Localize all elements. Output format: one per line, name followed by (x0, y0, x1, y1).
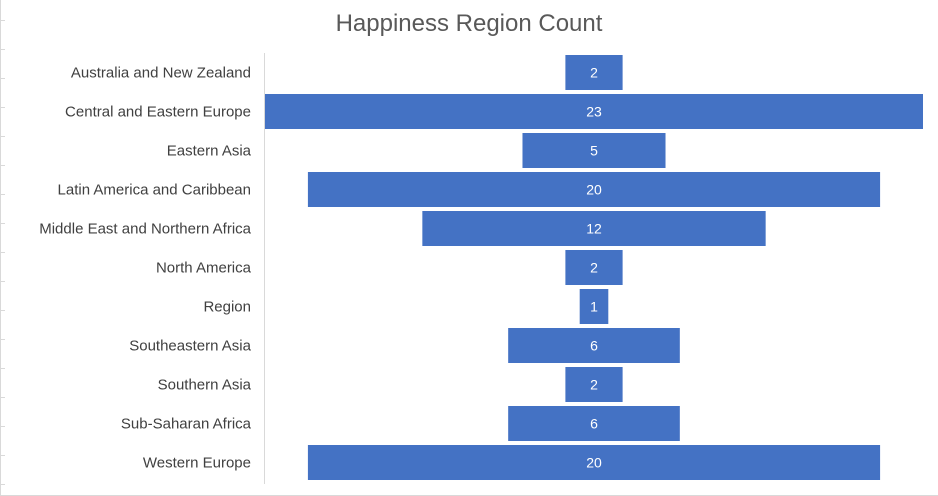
data-label: 6 (590, 338, 598, 354)
category-label: Latin America and Caribbean (58, 182, 251, 199)
data-label: 2 (590, 260, 598, 276)
category-label: Western Europe (143, 455, 251, 472)
data-label: 20 (586, 182, 602, 198)
category-label: Central and Eastern Europe (65, 104, 251, 121)
bar (579, 289, 609, 324)
category-label: Sub-Saharan Africa (121, 416, 252, 433)
bar (565, 367, 623, 402)
data-label: 6 (590, 416, 598, 432)
data-label: 5 (590, 143, 598, 159)
bar (508, 406, 680, 441)
bar (265, 94, 923, 129)
chart-title: Happiness Region Count (335, 10, 603, 37)
data-label: 20 (586, 455, 602, 471)
data-label: 23 (586, 104, 602, 120)
data-label: 2 (590, 65, 598, 81)
sheet-gridline-ticks (0, 0, 5, 496)
category-label: North America (156, 260, 252, 277)
data-label: 1 (590, 299, 598, 315)
category-label: Region (203, 299, 251, 316)
category-label: Eastern Asia (167, 143, 252, 160)
category-label: Australia and New Zealand (71, 65, 251, 82)
bar (307, 445, 881, 480)
bar (508, 328, 680, 363)
category-label: Southeastern Asia (129, 338, 251, 355)
bar (565, 55, 623, 90)
category-label: Southern Asia (158, 377, 252, 394)
bar (422, 211, 766, 246)
bar (565, 250, 623, 285)
category-label: Middle East and Northern Africa (39, 221, 251, 238)
bar (522, 133, 666, 168)
data-label: 12 (586, 221, 602, 237)
bar (307, 172, 881, 207)
data-label: 2 (590, 377, 598, 393)
